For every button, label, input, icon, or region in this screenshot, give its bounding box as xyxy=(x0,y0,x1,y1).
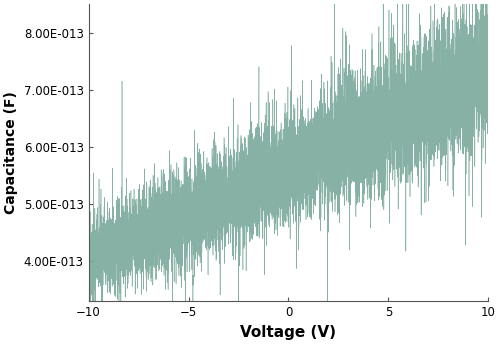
X-axis label: Voltage (V): Voltage (V) xyxy=(240,325,336,340)
Y-axis label: Capacitance (F): Capacitance (F) xyxy=(4,92,18,214)
